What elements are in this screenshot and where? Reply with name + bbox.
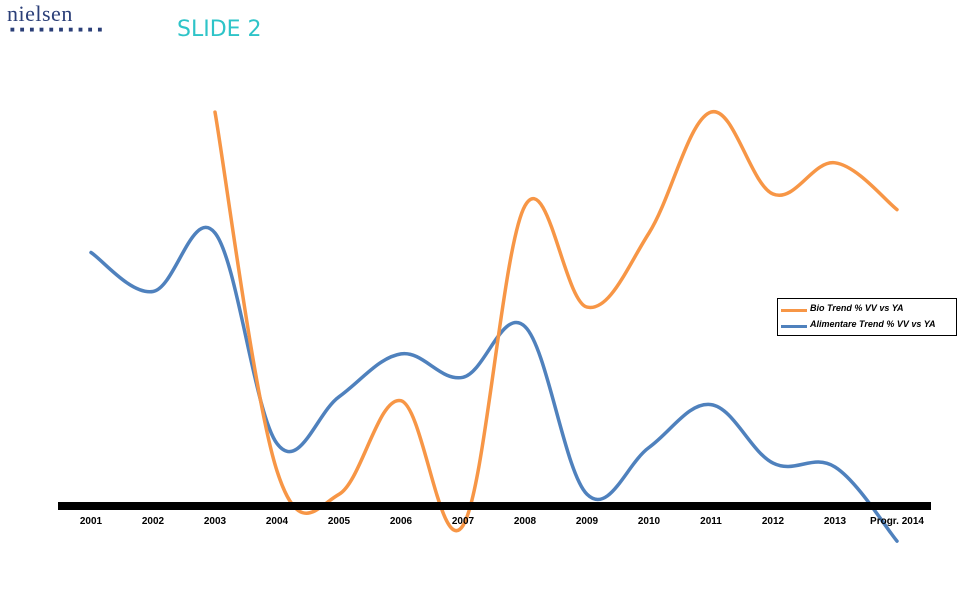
legend-item-bio: Bio Trend % VV vs YA [781, 303, 956, 317]
legend-swatch-bio [781, 309, 807, 312]
x-tick-label: 2005 [328, 516, 351, 527]
series-line-alimentare [89, 225, 899, 543]
slide-title: SLIDE 2 [177, 17, 262, 42]
x-tick-label: 2009 [576, 516, 599, 527]
x-tick-label: 2001 [80, 516, 103, 527]
tick-labels: 2001 2002 2003 2004 2005 2006 2007 2008 2009 2010… [80, 516, 925, 527]
x-tick-label: 2006 [390, 516, 413, 527]
legend-swatch-alimentare [781, 325, 807, 328]
logo-text: nielsen [7, 1, 73, 26]
x-tick-label: 2012 [762, 516, 785, 527]
legend-label-bio: Bio Trend % VV vs YA [810, 303, 904, 313]
x-axis-line [58, 502, 931, 510]
series-line-bio [213, 110, 899, 532]
legend: Bio Trend % VV vs YA Alimentare Trend % … [777, 298, 957, 336]
x-tick-label: Progr. 2014 [870, 516, 924, 527]
x-tick-label: 2002 [142, 516, 165, 527]
nielsen-logo: nielsen ■■■■■■■■■■ [7, 1, 102, 34]
x-tick-label: 2004 [266, 516, 289, 527]
legend-label-alimentare: Alimentare Trend % VV vs YA [810, 319, 936, 329]
legend-item-alimentare: Alimentare Trend % VV vs YA [781, 319, 956, 333]
x-tick-label: 2007 [452, 516, 475, 527]
logo-dots: ■■■■■■■■■■ [10, 27, 108, 33]
series-layer [89, 110, 899, 543]
x-tick-label: 2010 [638, 516, 661, 527]
x-tick-label: 2013 [824, 516, 847, 527]
x-tick-label: 2011 [700, 516, 722, 527]
x-tick-label: 2003 [204, 516, 227, 527]
x-tick-label: 2008 [514, 516, 537, 527]
